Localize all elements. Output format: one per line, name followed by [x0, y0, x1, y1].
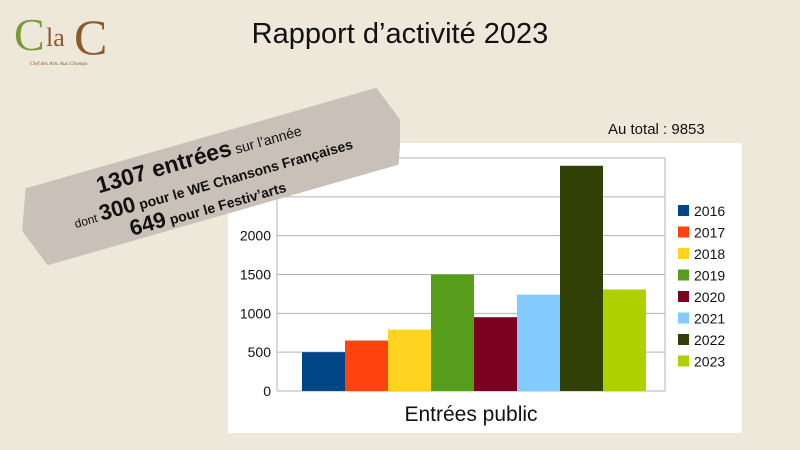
- y-tick-label: 1500: [240, 267, 271, 283]
- legend-swatch-2018: [678, 248, 689, 259]
- stats-banner: 1307 entrées sur l’année dont 300 pour l…: [22, 87, 400, 266]
- bar-2023: [603, 289, 646, 391]
- bar-2022: [560, 165, 603, 391]
- legend-swatch-2023: [678, 355, 689, 367]
- legend-swatch-2019: [678, 269, 689, 281]
- banner-shape: [22, 87, 400, 266]
- legend-label-2021: 2021: [694, 311, 725, 327]
- chart-panel: 05001000150020002500Entrées public201620…: [228, 143, 742, 433]
- y-tick-label: 500: [248, 344, 272, 360]
- legend-label-2017: 2017: [694, 225, 725, 241]
- legend-swatch-2016: [678, 205, 689, 216]
- legend-label-2022: 2022: [694, 332, 725, 348]
- total-label: Au total : 9853: [608, 121, 705, 138]
- y-tick-label: 2000: [240, 228, 271, 244]
- legend-label-2020: 2020: [694, 289, 725, 305]
- y-tick-label: 0: [263, 383, 271, 399]
- bar-2018: [388, 329, 431, 391]
- bar-2016: [302, 352, 345, 391]
- bar-2021: [517, 294, 560, 391]
- logo-letter-c2: C: [74, 9, 107, 65]
- legend-label-2018: 2018: [694, 246, 725, 262]
- bar-2017: [345, 340, 388, 391]
- logo-tagline: Clef des Arts Aux Champs: [30, 60, 88, 67]
- bar-chart: 05001000150020002500Entrées public201620…: [240, 157, 725, 426]
- y-tick-label: 1000: [240, 305, 271, 321]
- legend-swatch-2022: [678, 334, 689, 345]
- logo-letter-c1: C: [14, 9, 45, 60]
- page-title: Rapport d’activité 2023: [251, 18, 549, 50]
- legend-label-2016: 2016: [694, 203, 725, 219]
- legend-label-2019: 2019: [694, 268, 725, 284]
- legend-swatch-2021: [678, 312, 689, 324]
- bar-2020: [474, 317, 517, 391]
- legend-swatch-2017: [678, 226, 689, 238]
- x-axis-label: Entrées public: [404, 403, 537, 426]
- legend-label-2023: 2023: [694, 354, 725, 370]
- clac-logo: C la C Clef des Arts Aux Champs: [14, 9, 107, 67]
- logo-letters-la: la: [46, 23, 65, 52]
- legend-swatch-2020: [678, 291, 689, 302]
- bar-2019: [431, 274, 474, 391]
